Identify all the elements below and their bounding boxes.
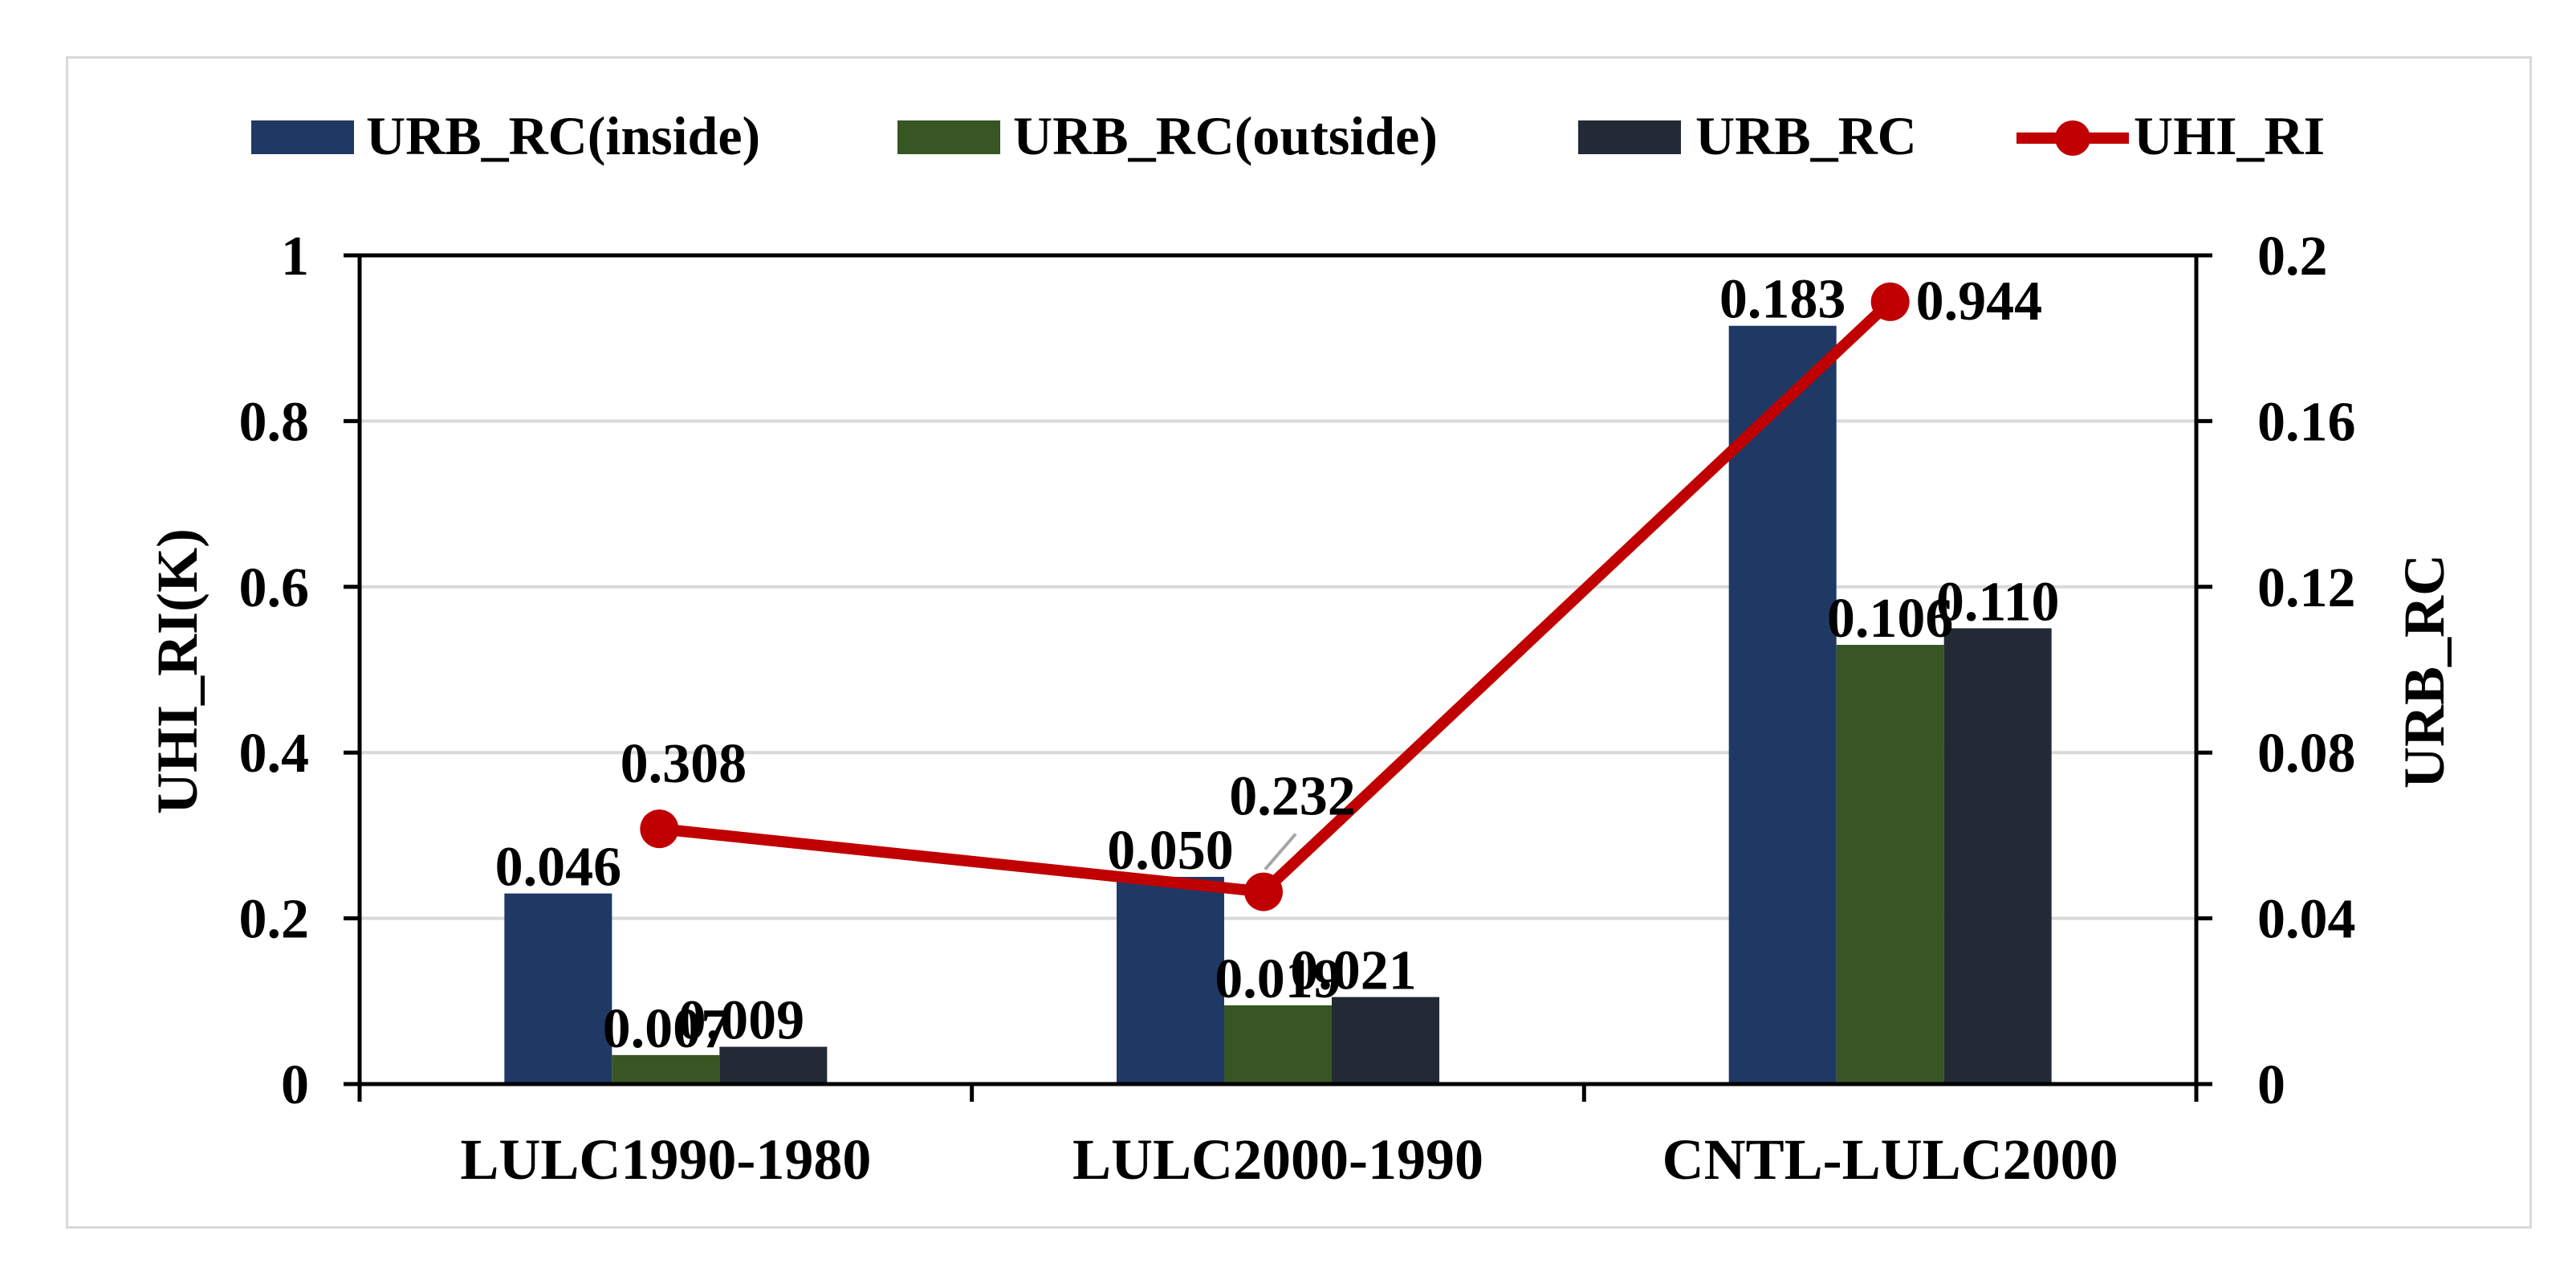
bar-urb-rc-inside--2 (1728, 325, 1837, 1085)
bar-urb-rc-outside--1 (1224, 1005, 1332, 1084)
legend-swatch-urb-rc (1578, 120, 1681, 154)
axes-layer: 0 0.2 0.4 0.6 0.8 1 0 0.04 0.08 0.12 0.16 0.2 LULC19… (239, 226, 2356, 1192)
bar-data-label: 0.019 (1215, 948, 1341, 1010)
legend-swatch-urb-rc-outside (897, 120, 1000, 154)
bar-urb-rc-inside--0 (504, 893, 612, 1084)
left-tick-label: 0.6 (239, 557, 310, 619)
x-category-label: LULC1990-1980 (460, 1127, 871, 1192)
bars-layer (504, 325, 2052, 1085)
bar-data-label: 0.050 (1107, 820, 1234, 882)
right-tick-label: 0.2 (2257, 226, 2328, 287)
uhi-ri-data-label: 0.308 (621, 733, 747, 795)
bar-urb-rc-inside--1 (1117, 877, 1224, 1084)
bar-urb-rc-outside--0 (612, 1054, 720, 1084)
legend-label-uhi-ri: UHI_RI (2134, 105, 2325, 166)
left-tick-label: 0.2 (239, 889, 310, 951)
right-tick-label: 0.04 (2257, 889, 2356, 951)
legend-label-urb-rc-outside: URB_RC(outside) (1013, 105, 1438, 166)
bar-urb-rc-1 (1332, 997, 1439, 1084)
left-tick-label: 0.4 (239, 723, 310, 785)
legend: URB_RC(inside) URB_RC(outside) URB_RC UH… (251, 105, 2325, 166)
legend-label-urb-rc-inside: URB_RC(inside) (366, 105, 760, 166)
uhi-ri-label-leader (1264, 833, 1297, 870)
uhi-ri-data-label: 0.232 (1229, 766, 1356, 828)
labels-layer: 0.308 0.232 0.944 0.046 0.050 0.183 0.007 0.019… (495, 269, 2060, 1060)
bar-urb-rc-outside--2 (1836, 645, 1944, 1084)
right-tick-label: 0 (2257, 1054, 2285, 1116)
right-tick-label: 0.16 (2257, 391, 2356, 453)
legend-label-urb-rc: URB_RC (1695, 105, 1917, 166)
right-axis-title: URB_RC (2392, 554, 2456, 789)
bar-urb-rc-2 (1943, 628, 2052, 1084)
line-layer (640, 282, 1910, 911)
bar-data-label: 0.183 (1719, 269, 1846, 331)
uhi-ri-data-label: 0.944 (1916, 271, 2043, 332)
left-tick-label: 0 (281, 1054, 309, 1116)
uhi-ri-point-0 (640, 809, 679, 849)
uhi-ri-point-2 (1870, 282, 1910, 321)
right-tick-label: 0.12 (2257, 557, 2356, 619)
legend-swatch-urb-rc-inside (251, 120, 354, 154)
left-tick-label: 0.8 (239, 391, 310, 453)
bar-data-label: 0.046 (495, 837, 622, 899)
x-category-label: LULC2000-1990 (1072, 1127, 1483, 1192)
bar-data-label: 0.110 (1936, 571, 2060, 633)
legend-swatch-uhi-ri-marker (2055, 120, 2090, 156)
bar-data-label: 0.007 (603, 998, 730, 1060)
left-tick-label: 1 (281, 226, 309, 287)
bar-data-label: 0.021 (1290, 940, 1417, 1002)
left-axis-title: UHI_RI(K) (145, 528, 210, 814)
x-category-label: CNTL-LULC2000 (1662, 1127, 2118, 1192)
uhi-ri-point-1 (1244, 872, 1283, 911)
right-tick-label: 0.08 (2257, 723, 2356, 785)
bar-data-label: 0.009 (678, 990, 805, 1052)
bar-urb-rc-0 (719, 1046, 828, 1084)
bar-data-label: 0.106 (1827, 588, 1954, 650)
